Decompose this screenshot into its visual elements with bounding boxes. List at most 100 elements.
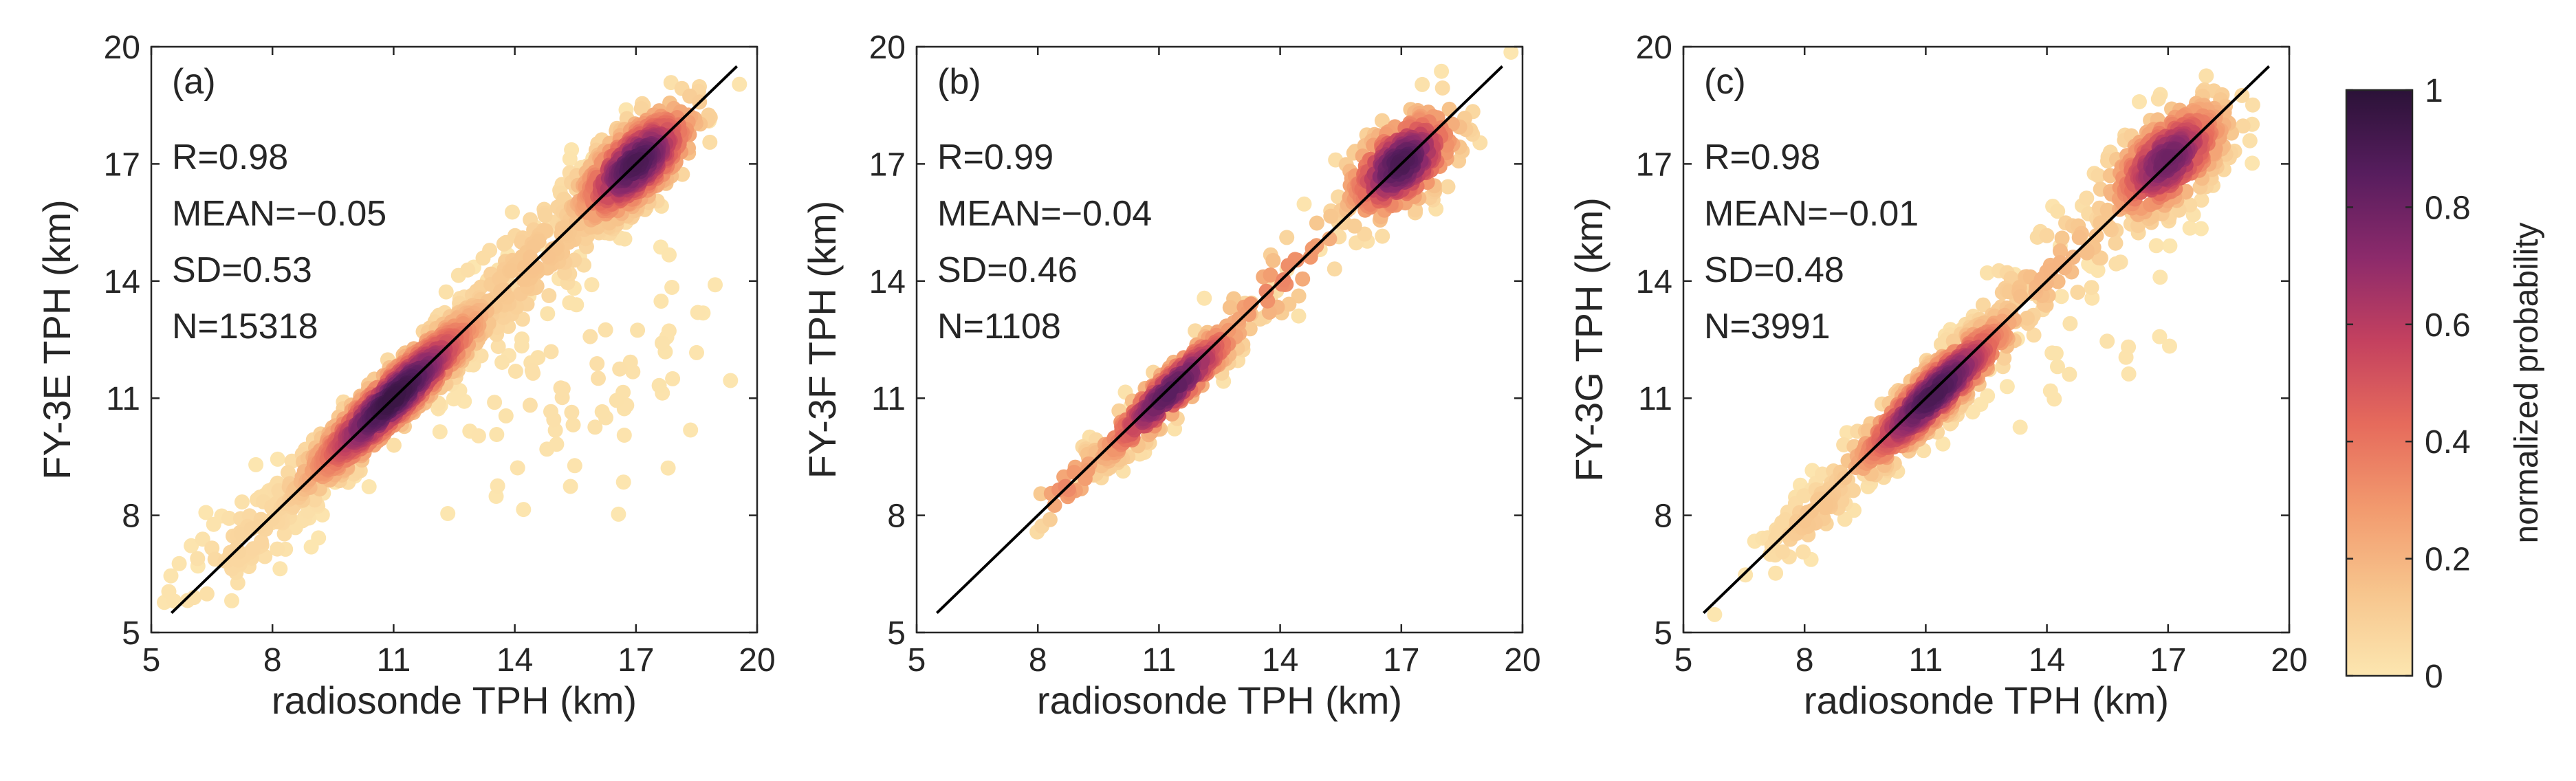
data-point xyxy=(1281,296,1297,312)
y-tick-label: 11 xyxy=(1638,381,1672,417)
data-point xyxy=(732,76,747,92)
x-tick-label: 11 xyxy=(1908,642,1943,679)
data-point xyxy=(1161,385,1177,401)
y-tick-label: 20 xyxy=(869,30,906,66)
data-point xyxy=(1818,496,1834,512)
data-point xyxy=(2130,218,2146,234)
data-point xyxy=(1934,337,1949,352)
colorbar-tick-label: 0.2 xyxy=(2425,542,2471,578)
data-point xyxy=(1707,606,1723,622)
data-point xyxy=(1323,208,1339,224)
data-point xyxy=(2161,151,2177,166)
data-point xyxy=(510,460,525,476)
data-point xyxy=(2162,238,2178,254)
data-point xyxy=(615,474,631,490)
data-point xyxy=(2148,238,2164,254)
stat-text: SD=0.53 xyxy=(172,250,312,290)
data-point xyxy=(2121,339,2137,355)
data-point xyxy=(1768,565,1784,581)
data-point xyxy=(589,356,605,371)
one-to-one-line xyxy=(170,65,739,615)
panel-a: 5 8 11 14 17 20 5 8 11 14 17 20 radiosonde TPH (km) F… xyxy=(35,30,776,722)
data-point xyxy=(432,424,448,440)
x-tick-label: 5 xyxy=(142,642,161,679)
stat-text: SD=0.48 xyxy=(1704,250,1844,290)
data-point xyxy=(475,250,491,266)
data-point xyxy=(2084,280,2099,296)
stat-text: MEAN=−0.01 xyxy=(1704,194,1919,234)
colorbar-tick-label: 1 xyxy=(2425,73,2443,109)
data-point xyxy=(2091,168,2106,184)
data-point xyxy=(1415,76,1430,92)
data-point xyxy=(446,391,461,407)
data-point xyxy=(2198,68,2214,84)
data-point xyxy=(1796,488,1812,504)
data-point xyxy=(565,417,581,432)
data-point xyxy=(224,593,239,608)
data-point xyxy=(655,335,670,351)
data-point xyxy=(1434,63,1450,79)
stat-text: MEAN=−0.05 xyxy=(172,194,386,234)
data-point xyxy=(664,280,680,295)
axes-frame xyxy=(915,45,1524,634)
data-point xyxy=(612,361,628,377)
y-axis-label: FY-3E TPH (km) xyxy=(35,199,78,480)
data-point xyxy=(1058,478,1073,494)
data-point xyxy=(2132,94,2147,109)
y-tick-label: 5 xyxy=(887,615,906,652)
x-tick-label: 20 xyxy=(1504,642,1540,679)
data-point xyxy=(2162,338,2177,354)
data-point xyxy=(2013,289,2029,305)
data-point xyxy=(470,428,486,443)
data-point xyxy=(184,538,199,553)
data-point xyxy=(2121,366,2137,382)
data-point xyxy=(1374,113,1390,129)
data-point xyxy=(2108,235,2124,251)
stat-text: R=0.99 xyxy=(937,138,1054,177)
y-tick-label: 5 xyxy=(1654,615,1672,652)
data-point xyxy=(2071,230,2087,245)
data-point xyxy=(1375,228,1390,244)
data-point xyxy=(1243,296,1258,312)
y-tick-label: 20 xyxy=(1636,30,1672,66)
data-point xyxy=(591,371,606,386)
data-point xyxy=(540,306,556,322)
data-point xyxy=(198,505,214,520)
data-point xyxy=(2062,366,2077,382)
one-to-one-line xyxy=(935,65,1504,615)
data-point xyxy=(2042,383,2058,399)
data-point xyxy=(543,344,559,360)
colorbar-gradient xyxy=(2345,89,2414,677)
data-point xyxy=(653,294,669,309)
colorbar-label: normalized probability xyxy=(2509,223,2545,544)
data-point xyxy=(1261,305,1277,320)
data-point xyxy=(1935,436,1951,452)
data-point xyxy=(1975,297,1991,313)
data-point xyxy=(1738,567,1754,583)
data-point xyxy=(1327,261,1342,277)
data-point xyxy=(708,277,723,293)
data-point xyxy=(303,539,319,555)
data-point xyxy=(541,288,557,303)
data-point xyxy=(2099,202,2115,218)
data-point xyxy=(633,100,649,116)
data-point xyxy=(582,329,598,344)
data-point xyxy=(1965,404,1980,420)
data-point xyxy=(487,395,503,410)
data-point xyxy=(2053,243,2068,258)
panel-label: (b) xyxy=(937,62,981,102)
one-to-one-line xyxy=(1702,65,2271,615)
y-tick-label: 11 xyxy=(106,381,140,417)
data-point xyxy=(1295,271,1311,287)
data-point xyxy=(2012,419,2028,435)
data-point xyxy=(616,428,632,443)
data-point xyxy=(594,404,610,419)
data-point xyxy=(1927,386,1943,402)
data-point xyxy=(665,371,681,386)
data-point xyxy=(1346,218,1362,234)
data-point xyxy=(540,249,556,265)
data-point xyxy=(525,365,541,381)
data-point xyxy=(2048,346,2064,361)
data-point xyxy=(1775,544,1791,560)
data-point xyxy=(1440,179,1456,195)
